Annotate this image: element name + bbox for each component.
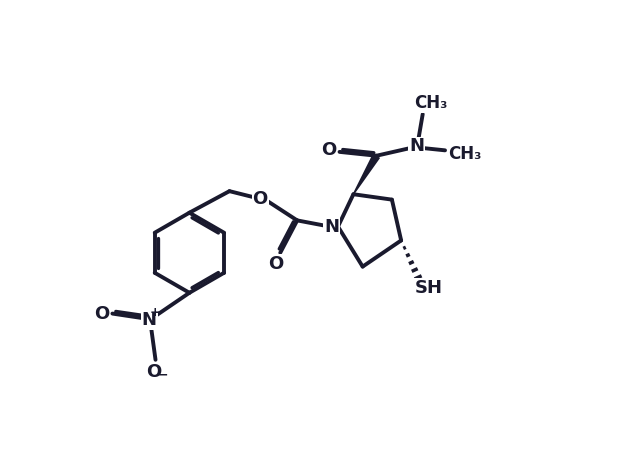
Text: CH₃: CH₃ (413, 94, 447, 112)
Text: O: O (147, 363, 162, 381)
Text: CH₃: CH₃ (449, 145, 482, 163)
Polygon shape (353, 154, 380, 195)
Text: N: N (142, 311, 157, 329)
Text: N: N (409, 138, 424, 156)
Text: O: O (253, 190, 268, 208)
Text: O: O (321, 141, 337, 159)
Text: O: O (94, 305, 109, 322)
Text: N: N (324, 218, 339, 235)
Text: O: O (268, 255, 284, 273)
Text: −: − (158, 368, 168, 382)
Text: SH: SH (415, 279, 443, 297)
Text: +: + (149, 306, 160, 319)
